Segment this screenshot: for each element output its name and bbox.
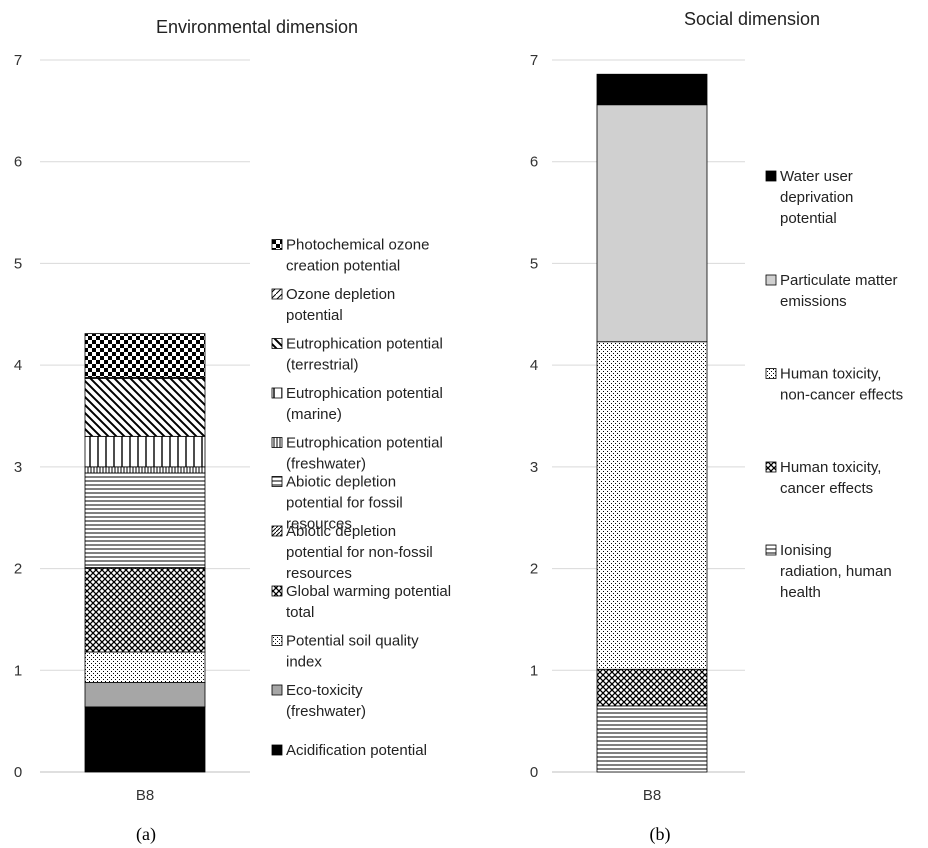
y-tick-label: 2 [14,561,22,578]
bar-segment [596,104,708,343]
legend-swatch [271,525,283,537]
legend-item: Potential soil quality index [271,633,419,671]
legend-swatch [271,585,283,597]
bar-segment [84,472,206,568]
bar-segment [596,341,708,670]
legend-label: Eco-toxicity (freshwater) [286,682,366,720]
legend-swatch [271,387,283,399]
y-tick-label: 5 [530,255,538,272]
y-axis-tick-labels: 0 1 2 3 4 5 6 7 [530,52,538,781]
legend-label: Human toxicity, cancer effects [780,459,881,497]
panel-label-b: (b) [650,824,671,845]
environmental-chart: Environmental dimension 0 1 2 3 4 5 6 7 B8 Acid… [14,17,451,845]
y-tick-label: 2 [530,561,538,578]
panel-label-a: (a) [136,824,156,845]
x-tick-label: B8 [643,787,661,804]
stacked-bar [84,333,206,773]
legend-item: Eco-toxicity (freshwater) [271,682,366,720]
bar-segment [84,377,206,437]
legend-item: Water user deprivation potential [765,168,853,227]
legend-label: Abiotic depletion potential for non-fossi… [286,523,433,582]
y-tick-label: 1 [530,662,538,679]
legend-label: Abiotic depletion potential for fossil res… [286,474,403,533]
legend-item: Acidification potential [271,742,427,759]
y-tick-label: 5 [14,255,22,272]
legend: Ionising radiation, human health Human toxi… [765,168,903,601]
legend-swatch [765,544,777,556]
legend-item: Eutrophication potential (freshwater) [271,435,443,473]
bar-segment [596,705,708,773]
legend-item: Eutrophication potential (marine) [271,385,443,423]
legend-item: Eutrophication potential (terrestrial) [271,336,443,374]
chart-title: Social dimension [684,9,820,29]
legend-label: Eutrophication potential (marine) [286,385,443,423]
legend-swatch [271,476,283,487]
chart-title: Environmental dimension [156,17,358,37]
y-tick-label: 4 [14,357,22,374]
legend-item: Particulate matter emissions [765,272,898,310]
legend-item: Human toxicity, non-cancer effects [765,366,903,404]
legend-swatch [271,437,283,448]
legend-item: Ozone depletion potential [271,286,395,324]
legend-item: Human toxicity, cancer effects [765,459,881,497]
bar-segment [84,706,206,773]
bar-segment [84,333,206,378]
y-tick-label: 0 [14,764,22,781]
y-tick-label: 6 [530,154,538,171]
legend-label: Global warming potential total [286,583,451,621]
legend-swatch [271,288,283,300]
legend-item: Abiotic depletion potential for non-fossi… [271,523,433,582]
bar-segment [596,668,708,707]
bar-segment [84,651,206,683]
legend-item: Abiotic depletion potential for fossil res… [271,474,403,533]
legend-label: Eutrophication potential (terrestrial) [286,336,443,374]
legend-swatch [271,684,283,696]
y-tick-label: 1 [14,662,22,679]
legend-swatch [271,635,283,646]
y-tick-label: 4 [530,357,538,374]
legend-label: Particulate matter emissions [780,272,898,310]
y-tick-label: 6 [14,154,22,171]
legend-swatch [765,274,777,286]
legend-label: Water user deprivation potential [780,168,853,227]
legend-swatch [271,744,283,756]
y-tick-label: 0 [530,764,538,781]
legend-item: Photochemical ozone creation potential [271,237,429,275]
legend-item: Global warming potential total [271,583,451,621]
legend-swatch [271,239,283,250]
legend-swatch [765,461,777,473]
legend-swatch [765,170,777,182]
y-tick-label: 7 [530,52,538,69]
legend-label: Human toxicity, non-cancer effects [780,366,903,404]
y-tick-label: 7 [14,52,22,69]
legend-label: Potential soil quality index [286,633,419,671]
bar-segment [84,466,206,474]
legend-label: Photochemical ozone creation potential [286,237,429,275]
legend-label: Ozone depletion potential [286,286,395,324]
legend-item: Ionising radiation, human health [765,542,892,601]
legend-label: Ionising radiation, human health [780,542,892,601]
legend-swatch [765,368,777,379]
legend-label: Eutrophication potential (freshwater) [286,435,443,473]
bar-segment [596,73,708,106]
legend-swatch [271,338,283,349]
social-chart: Social dimension 0 1 2 3 4 5 6 7 B8 Ionising rad… [530,9,903,845]
legend-label: Acidification potential [286,742,427,759]
stacked-bar [596,73,708,773]
bar-segment [84,568,206,653]
y-tick-label: 3 [530,459,538,476]
y-axis-tick-labels: 0 1 2 3 4 5 6 7 [14,52,22,781]
legend: Acidification potential Eco-toxicity (fres… [271,237,451,759]
bar-segment [84,435,206,468]
bar-segment [84,682,206,708]
x-tick-label: B8 [136,787,154,804]
y-tick-label: 3 [14,459,22,476]
